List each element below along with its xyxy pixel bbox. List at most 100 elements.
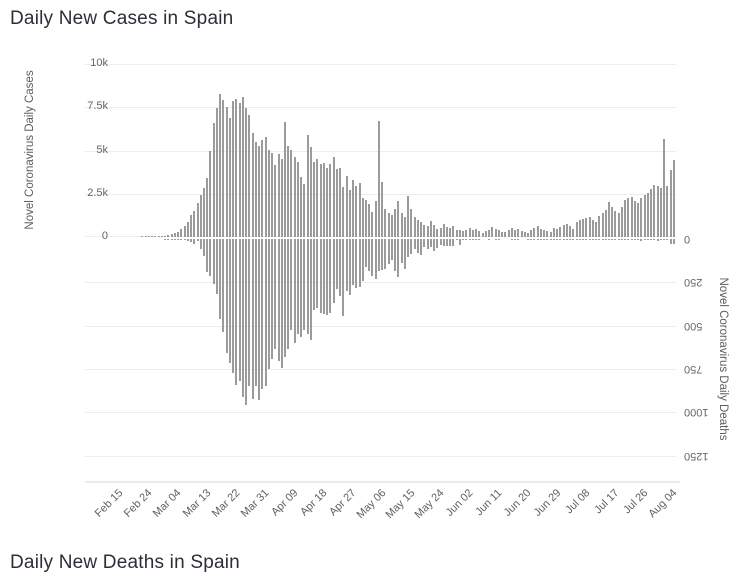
case-bar[interactable] xyxy=(656,186,659,237)
case-bar[interactable] xyxy=(319,164,322,237)
death-bar[interactable] xyxy=(228,239,231,364)
case-bar[interactable] xyxy=(468,228,471,237)
case-bar[interactable] xyxy=(429,220,432,237)
death-bar[interactable] xyxy=(296,239,299,334)
death-bar[interactable] xyxy=(271,239,274,360)
death-bar[interactable] xyxy=(264,239,267,387)
case-bar[interactable] xyxy=(342,187,345,237)
death-bar[interactable] xyxy=(283,239,286,358)
death-bar[interactable] xyxy=(517,239,520,240)
death-bar[interactable] xyxy=(245,239,248,406)
case-bar[interactable] xyxy=(523,231,526,237)
death-bar[interactable] xyxy=(410,239,413,255)
death-bar[interactable] xyxy=(339,239,342,297)
case-bar[interactable] xyxy=(650,188,653,237)
case-bar[interactable] xyxy=(170,234,173,237)
death-bar[interactable] xyxy=(241,239,244,398)
case-bar[interactable] xyxy=(410,208,413,237)
death-bar[interactable] xyxy=(293,239,296,344)
case-bar[interactable] xyxy=(526,232,529,237)
case-bar[interactable] xyxy=(533,228,536,237)
death-bar[interactable] xyxy=(601,239,604,240)
case-bar[interactable] xyxy=(290,149,293,237)
case-bar[interactable] xyxy=(316,159,319,237)
death-bar[interactable] xyxy=(458,239,461,246)
case-bar[interactable] xyxy=(627,198,630,237)
death-bar[interactable] xyxy=(471,239,474,240)
death-bar[interactable] xyxy=(232,239,235,373)
case-bar[interactable] xyxy=(164,235,167,237)
death-bar[interactable] xyxy=(572,239,575,240)
case-bar[interactable] xyxy=(585,217,588,237)
case-bar[interactable] xyxy=(426,225,429,237)
case-bar[interactable] xyxy=(559,227,562,237)
death-bar[interactable] xyxy=(611,239,614,240)
case-bar[interactable] xyxy=(371,211,374,237)
case-bar[interactable] xyxy=(160,236,163,237)
death-bar[interactable] xyxy=(646,239,649,240)
death-bar[interactable] xyxy=(177,239,180,240)
case-bar[interactable] xyxy=(387,212,390,237)
case-bar[interactable] xyxy=(646,192,649,237)
case-bar[interactable] xyxy=(491,226,494,237)
case-bar[interactable] xyxy=(478,231,481,237)
case-bar[interactable] xyxy=(572,228,575,237)
death-bar[interactable] xyxy=(423,239,426,248)
death-bar[interactable] xyxy=(420,239,423,256)
case-bar[interactable] xyxy=(403,217,406,237)
case-bar[interactable] xyxy=(620,206,623,237)
death-bar[interactable] xyxy=(199,239,202,250)
death-bar[interactable] xyxy=(186,239,189,241)
case-bar[interactable] xyxy=(546,230,549,237)
case-bar[interactable] xyxy=(539,228,542,237)
death-bar[interactable] xyxy=(413,239,416,250)
case-bar[interactable] xyxy=(361,197,364,237)
case-bar[interactable] xyxy=(433,225,436,237)
case-bar[interactable] xyxy=(653,185,656,237)
death-bar[interactable] xyxy=(180,239,183,241)
death-bar[interactable] xyxy=(455,239,458,240)
death-bar[interactable] xyxy=(202,239,205,256)
death-bar[interactable] xyxy=(439,239,442,246)
death-bar[interactable] xyxy=(303,239,306,330)
case-bar[interactable] xyxy=(607,201,610,237)
case-bar[interactable] xyxy=(258,145,261,237)
case-bar[interactable] xyxy=(235,99,238,237)
case-bar[interactable] xyxy=(449,228,452,237)
death-bar[interactable] xyxy=(290,239,293,330)
case-bar[interactable] xyxy=(520,230,523,237)
death-bar[interactable] xyxy=(663,239,666,240)
case-bar[interactable] xyxy=(222,99,225,237)
case-bar[interactable] xyxy=(339,167,342,237)
case-bar[interactable] xyxy=(582,219,585,237)
death-bar[interactable] xyxy=(316,239,319,309)
case-bar[interactable] xyxy=(287,145,290,237)
case-bar[interactable] xyxy=(173,233,176,237)
case-bar[interactable] xyxy=(543,229,546,237)
death-bar[interactable] xyxy=(546,239,549,240)
case-bar[interactable] xyxy=(552,228,555,237)
case-bar[interactable] xyxy=(377,121,380,237)
case-bar[interactable] xyxy=(358,183,361,237)
death-bar[interactable] xyxy=(497,239,500,240)
case-bar[interactable] xyxy=(209,151,212,237)
case-bar[interactable] xyxy=(501,231,504,237)
death-bar[interactable] xyxy=(212,239,215,285)
death-bar[interactable] xyxy=(261,239,264,389)
case-bar[interactable] xyxy=(219,93,222,237)
death-bar[interactable] xyxy=(332,239,335,303)
case-bar[interactable] xyxy=(251,132,254,237)
case-bar[interactable] xyxy=(637,203,640,237)
death-bar[interactable] xyxy=(277,239,280,361)
case-bar[interactable] xyxy=(368,204,371,237)
case-bar[interactable] xyxy=(293,157,296,237)
case-bar[interactable] xyxy=(471,230,474,237)
case-bar[interactable] xyxy=(514,230,517,237)
death-bar[interactable] xyxy=(225,239,228,353)
case-bar[interactable] xyxy=(332,156,335,237)
death-bar[interactable] xyxy=(167,239,170,240)
case-bar[interactable] xyxy=(614,211,617,237)
death-bar[interactable] xyxy=(397,239,400,277)
death-bar[interactable] xyxy=(549,239,552,240)
case-bar[interactable] xyxy=(228,118,231,237)
